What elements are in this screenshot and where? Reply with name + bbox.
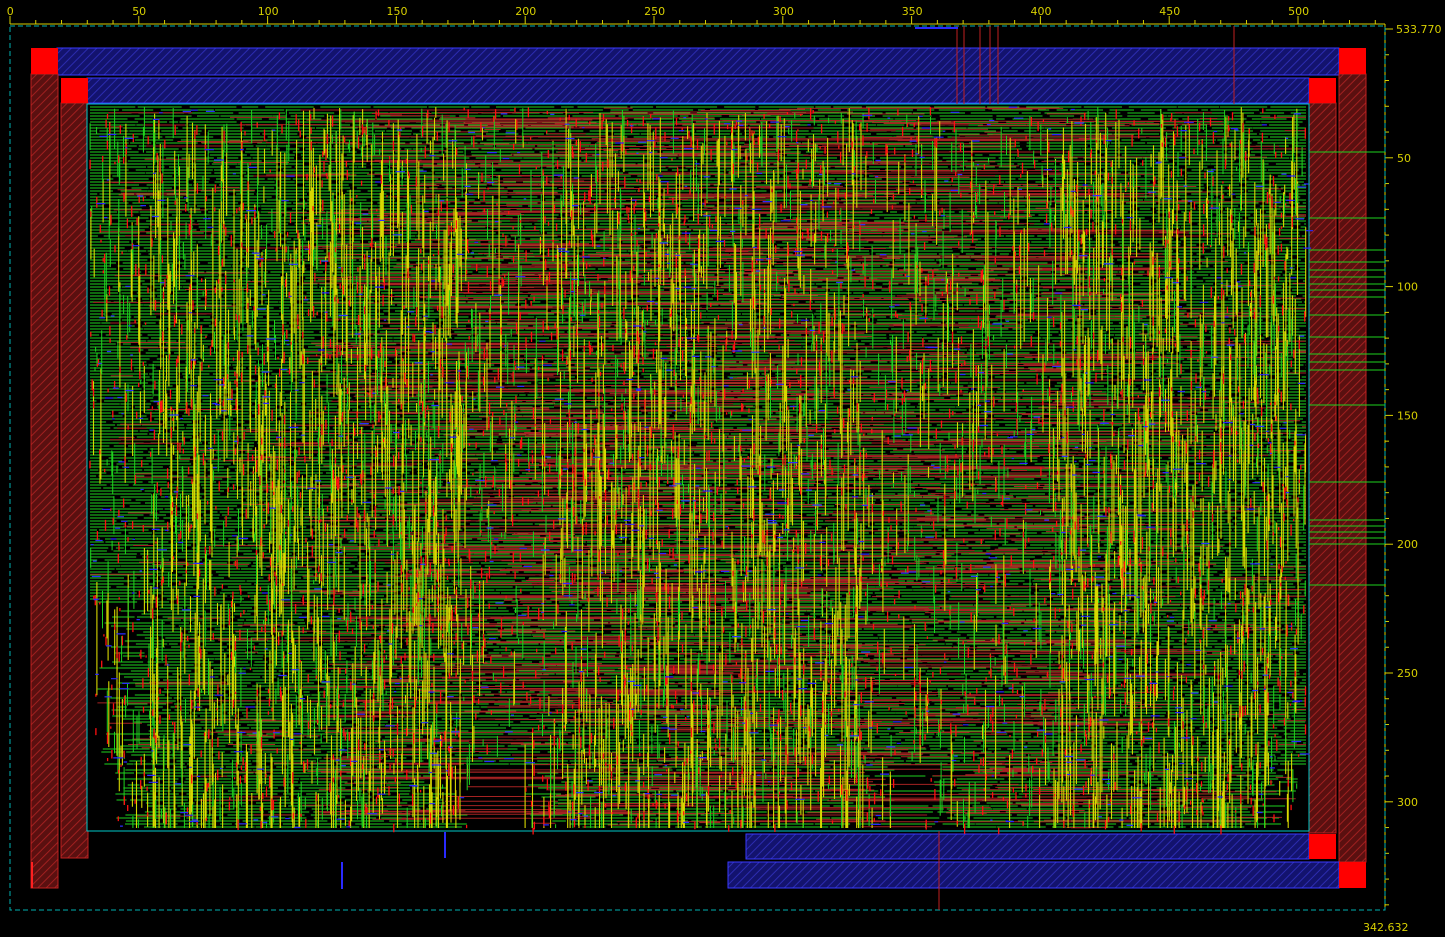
outer-ring-bottom[interactable] [728, 862, 1339, 888]
right-ruler-tick-label: 100 [1397, 281, 1418, 294]
corner-pad-br-inner[interactable] [1309, 834, 1336, 859]
outer-ring-left[interactable] [31, 74, 58, 888]
right-ruler[interactable]: 50 100 150 200 250 300 533.770 342.632 [1363, 23, 1442, 934]
top-ruler-tick-label: 50 [132, 5, 146, 18]
corner-pad-tr-outer[interactable] [1339, 48, 1366, 74]
corner-pad-tr-inner[interactable] [1309, 78, 1336, 103]
corner-pad-tl-outer[interactable] [31, 48, 58, 74]
right-ruler-tick-label: 200 [1397, 538, 1418, 551]
ruler-max-label: 533.770 [1396, 23, 1442, 36]
ruler-height-label: 342.632 [1363, 921, 1409, 934]
top-ruler-tick-label: 500 [1288, 5, 1309, 18]
right-ruler-tick-label: 300 [1397, 796, 1418, 809]
top-ruler-tick-label: 150 [387, 5, 408, 18]
inner-ring-top[interactable] [87, 78, 1309, 103]
right-ruler-tick-label: 250 [1397, 667, 1418, 680]
top-ruler-tick-label: 100 [258, 5, 279, 18]
top-ruler-tick-label: 250 [644, 5, 665, 18]
top-ruler-tick-label: 0 [7, 5, 14, 18]
top-ruler[interactable]: 0 50 100 150 200 250 300 350 400 450 500 [7, 5, 1385, 24]
top-ruler-tick-label: 300 [773, 5, 794, 18]
inner-ring-bottom[interactable] [746, 834, 1309, 859]
inner-ring-left[interactable] [61, 103, 88, 858]
outer-ring-top[interactable] [57, 48, 1339, 75]
corner-pad-tl-inner[interactable] [61, 78, 88, 103]
corner-pad-br-outer[interactable] [1339, 862, 1366, 888]
top-ruler-tick-label: 350 [902, 5, 923, 18]
inner-ring-right[interactable] [1309, 103, 1336, 833]
right-ruler-tick-label: 50 [1397, 152, 1411, 165]
top-ruler-tick-label: 450 [1159, 5, 1180, 18]
top-ruler-tick-label: 200 [515, 5, 536, 18]
outer-ring-right[interactable] [1339, 74, 1366, 862]
right-ruler-tick-label: 150 [1397, 409, 1418, 422]
top-ruler-tick-label: 400 [1031, 5, 1052, 18]
